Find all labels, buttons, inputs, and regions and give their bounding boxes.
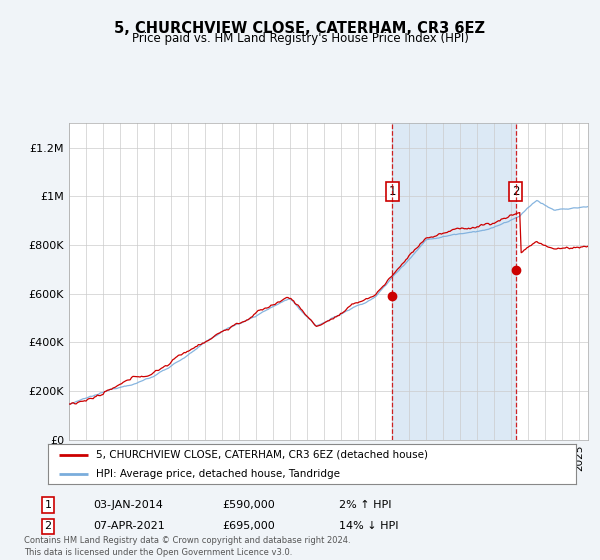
Text: £695,000: £695,000 <box>222 521 275 531</box>
Text: Price paid vs. HM Land Registry's House Price Index (HPI): Price paid vs. HM Land Registry's House … <box>131 32 469 45</box>
Text: Contains HM Land Registry data © Crown copyright and database right 2024.
This d: Contains HM Land Registry data © Crown c… <box>24 536 350 557</box>
Text: HPI: Average price, detached house, Tandridge: HPI: Average price, detached house, Tand… <box>95 469 340 478</box>
Text: 1: 1 <box>389 185 396 198</box>
Text: 5, CHURCHVIEW CLOSE, CATERHAM, CR3 6EZ (detached house): 5, CHURCHVIEW CLOSE, CATERHAM, CR3 6EZ (… <box>95 450 428 460</box>
Bar <box>392 123 515 440</box>
Text: £590,000: £590,000 <box>222 500 275 510</box>
Text: 1: 1 <box>44 500 52 510</box>
Text: 07-APR-2021: 07-APR-2021 <box>93 521 165 531</box>
Text: 14% ↓ HPI: 14% ↓ HPI <box>339 521 398 531</box>
Text: 2% ↑ HPI: 2% ↑ HPI <box>339 500 391 510</box>
Text: 5, CHURCHVIEW CLOSE, CATERHAM, CR3 6EZ: 5, CHURCHVIEW CLOSE, CATERHAM, CR3 6EZ <box>115 21 485 36</box>
Text: 2: 2 <box>512 185 520 198</box>
Text: 03-JAN-2014: 03-JAN-2014 <box>93 500 163 510</box>
Text: 2: 2 <box>44 521 52 531</box>
